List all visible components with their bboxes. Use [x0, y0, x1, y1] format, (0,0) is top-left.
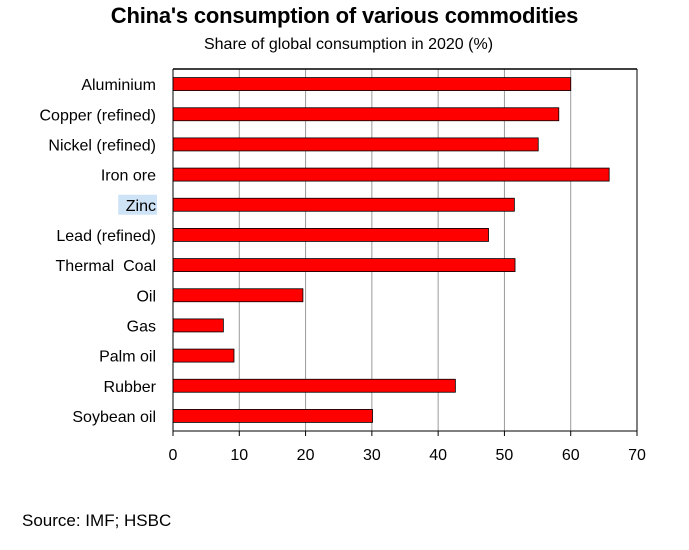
bar-zinc: [172, 197, 515, 212]
x-tick-label: 50: [496, 447, 514, 464]
source-note: Source: IMF; HSBC: [22, 511, 172, 530]
category-label: Iron ore: [101, 168, 156, 185]
category-label: Aluminium: [81, 77, 156, 94]
bar-soybean-oil: [172, 409, 373, 423]
x-tick-label: 20: [297, 447, 315, 464]
category-label: Thermal Coal: [56, 258, 156, 275]
bar-oil: [172, 288, 304, 303]
bars: [172, 77, 610, 423]
category-labels: Aluminium Copper (refined) Nickel (refined…: [40, 77, 157, 426]
category-label: Zinc: [126, 198, 156, 215]
category-label: Lead (refined): [56, 228, 156, 245]
category-label: Copper (refined): [40, 107, 157, 124]
x-tick-label: 60: [562, 447, 580, 464]
x-tick-label: 30: [363, 447, 381, 464]
category-label: Soybean oil: [72, 409, 156, 426]
x-tick-label: 0: [169, 447, 178, 464]
plot-frame: [172, 68, 638, 432]
category-label: Gas: [127, 318, 156, 335]
x-tick-label: 10: [230, 447, 248, 464]
bar-gas: [172, 318, 224, 333]
bar-copper-refined: [172, 107, 560, 122]
x-tick-label: 70: [628, 447, 646, 464]
bar-palm-oil: [172, 348, 235, 363]
bar-rubber: [172, 378, 456, 393]
bar-thermal-coal: [172, 258, 516, 272]
bar-iron-ore: [172, 167, 610, 182]
category-label: Palm oil: [99, 349, 156, 366]
bar-nickel-refined: [172, 137, 539, 152]
category-label: Rubber: [104, 379, 157, 396]
bar-aluminium: [172, 77, 572, 91]
chart-subtitle: Share of global consumption in 2020 (%): [203, 36, 494, 53]
category-label: Nickel (refined): [48, 137, 156, 154]
bar-lead-refined: [172, 228, 489, 242]
grid-lines: [238, 69, 572, 431]
x-axis-ticks: 0 10 20 30 40 50 60 70: [169, 431, 646, 464]
label-highlight: [118, 194, 157, 215]
chart-title: China's consumption of various commoditi…: [110, 3, 579, 28]
x-tick-label: 40: [429, 447, 447, 464]
category-label: Oil: [136, 288, 156, 305]
